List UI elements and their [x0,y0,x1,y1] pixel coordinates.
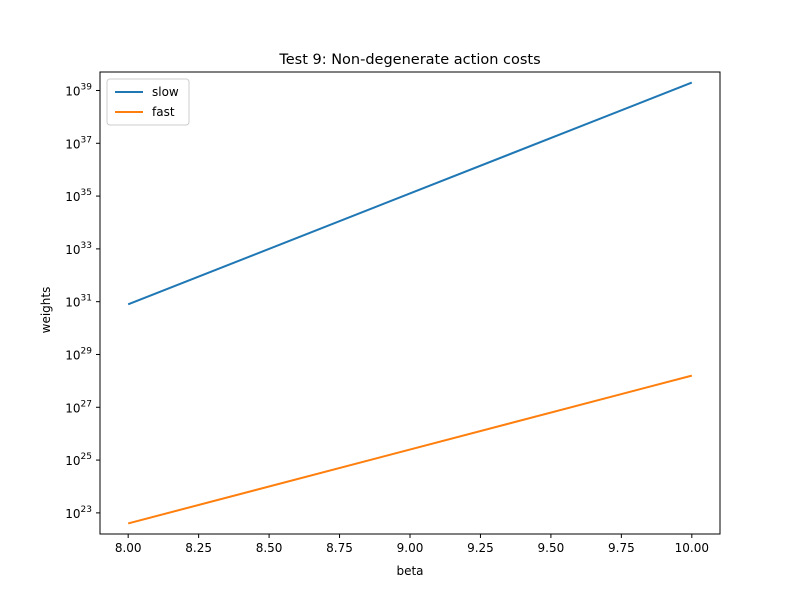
series-line-fast [127,374,693,525]
x-tick-label: 9.00 [397,541,424,555]
x-tick-label: 10.00 [675,541,709,555]
y-tick-label: 1029 [65,346,92,362]
x-tick-label: 8.25 [185,541,212,555]
x-tick-label: 9.75 [608,541,635,555]
chart-title: Test 9: Non-degenerate action costs [278,52,540,68]
y-tick-label: 1023 [65,505,92,521]
legend: slow fast [106,78,190,126]
y-tick-label: 1039 [65,82,92,98]
plot-area: 8.00 8.25 8.50 8.75 9.00 9.25 9.50 9.75 10.00 102… [65,71,721,555]
x-tick-label: 9.50 [538,541,565,555]
y-tick-label: 1035 [65,188,92,204]
x-axis-label: beta [396,564,423,578]
series-line-slow [127,81,693,306]
y-tick-label: 1025 [65,452,92,468]
y-tick-label: 1037 [65,135,92,151]
legend-label-slow: slow [152,85,179,99]
y-tick-label: 1033 [65,241,92,257]
x-tick-label: 8.50 [256,541,283,555]
y-tick-label: 1027 [65,399,92,415]
x-tick-label: 8.75 [326,541,353,555]
y-axis-label: weights [39,287,53,334]
x-tick-label: 8.00 [115,541,142,555]
y-tick-label: 1031 [65,294,92,310]
legend-label-fast: fast [152,105,175,119]
x-tick-label: 9.25 [467,541,494,555]
legend-frame [106,78,190,126]
